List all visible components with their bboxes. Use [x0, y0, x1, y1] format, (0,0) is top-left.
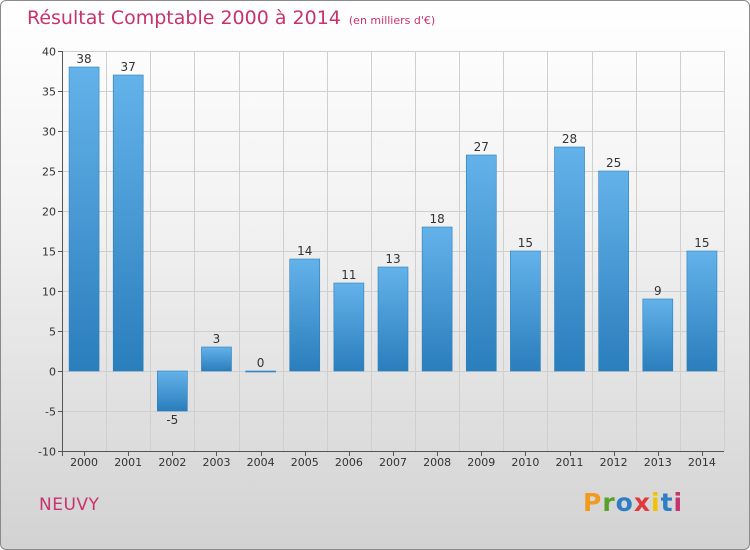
- proxiti-logo: Proxiti: [583, 488, 683, 517]
- x-tick-label: 2013: [644, 456, 672, 469]
- x-tick-label: 2009: [467, 456, 495, 469]
- logo-letter: r: [602, 488, 616, 517]
- bar: [68, 66, 100, 372]
- x-tick-label: 2001: [114, 456, 142, 469]
- y-tick-label: 40: [42, 46, 56, 59]
- chart-title-text: Résultat Comptable 2000 à 2014: [27, 7, 341, 29]
- logo-letter: o: [615, 488, 634, 517]
- x-tick-label: 2002: [158, 456, 186, 469]
- bar-value-label: -5: [166, 413, 178, 427]
- bar-value-label: 13: [385, 252, 400, 266]
- bar: [201, 346, 232, 372]
- chart-title: Résultat Comptable 2000 à 2014 (en millie…: [27, 7, 435, 29]
- bar-value-label: 27: [474, 140, 489, 154]
- x-tick-label: 2010: [511, 456, 539, 469]
- bar-value-label: 11: [341, 268, 356, 282]
- y-tick-label: 0: [49, 366, 56, 379]
- x-tick-label: 2011: [556, 456, 584, 469]
- x-tick-label: 2003: [202, 456, 230, 469]
- bar-value-label: 25: [606, 156, 621, 170]
- y-tick-label: 25: [42, 166, 56, 179]
- bar: [510, 250, 541, 372]
- x-tick-label: 2006: [335, 456, 363, 469]
- bar-value-label: 14: [297, 244, 312, 258]
- bar: [465, 154, 497, 372]
- bar: [377, 266, 409, 372]
- logo-letter: i: [673, 488, 684, 517]
- bar-value-label: 15: [518, 236, 533, 250]
- logo-letter: P: [583, 488, 603, 517]
- bar-value-label: 18: [429, 212, 444, 226]
- x-tick-label: 2012: [600, 456, 628, 469]
- y-tick-label: 20: [42, 206, 56, 219]
- x-tick-label: 2005: [291, 456, 319, 469]
- bar: [598, 170, 629, 372]
- y-tick-label: 5: [49, 326, 56, 339]
- logo-letter: x: [633, 488, 651, 517]
- bar: [642, 298, 674, 372]
- bar-value-label: 3: [213, 332, 221, 346]
- commune-name: NEUVY: [39, 495, 100, 515]
- bar: [421, 226, 453, 372]
- axes: [58, 51, 724, 456]
- x-tick-label: 2000: [70, 456, 98, 469]
- logo-letter: i: [651, 488, 661, 517]
- bar: [554, 146, 585, 372]
- bar: [686, 250, 718, 372]
- y-tick-label: 30: [42, 126, 56, 139]
- x-tick-label: 2008: [423, 456, 451, 469]
- x-tick-label: 2004: [247, 456, 275, 469]
- bar: [112, 74, 144, 372]
- bar: [245, 370, 276, 373]
- logo-letter: t: [660, 488, 674, 517]
- bar: [289, 258, 321, 372]
- bar-value-label: 0: [257, 356, 265, 370]
- bar-value-label: 15: [694, 236, 709, 250]
- bar-value-label: 37: [121, 60, 136, 74]
- x-tick-label: 2014: [688, 456, 716, 469]
- bar-value-label: 9: [654, 284, 662, 298]
- bar-value-label: 38: [76, 52, 91, 66]
- y-tick-label: 10: [42, 286, 56, 299]
- y-tick-label: -10: [38, 446, 56, 459]
- bar-value-label: 28: [562, 132, 577, 146]
- bar: [157, 370, 188, 412]
- bars: [68, 66, 718, 412]
- chart-unit: (en milliers d'€): [348, 14, 436, 27]
- y-tick-label: 15: [42, 246, 56, 259]
- bar: [333, 282, 365, 372]
- x-tick-label: 2007: [379, 456, 407, 469]
- y-tick-label: -5: [45, 406, 56, 419]
- y-tick-label: 35: [42, 86, 56, 99]
